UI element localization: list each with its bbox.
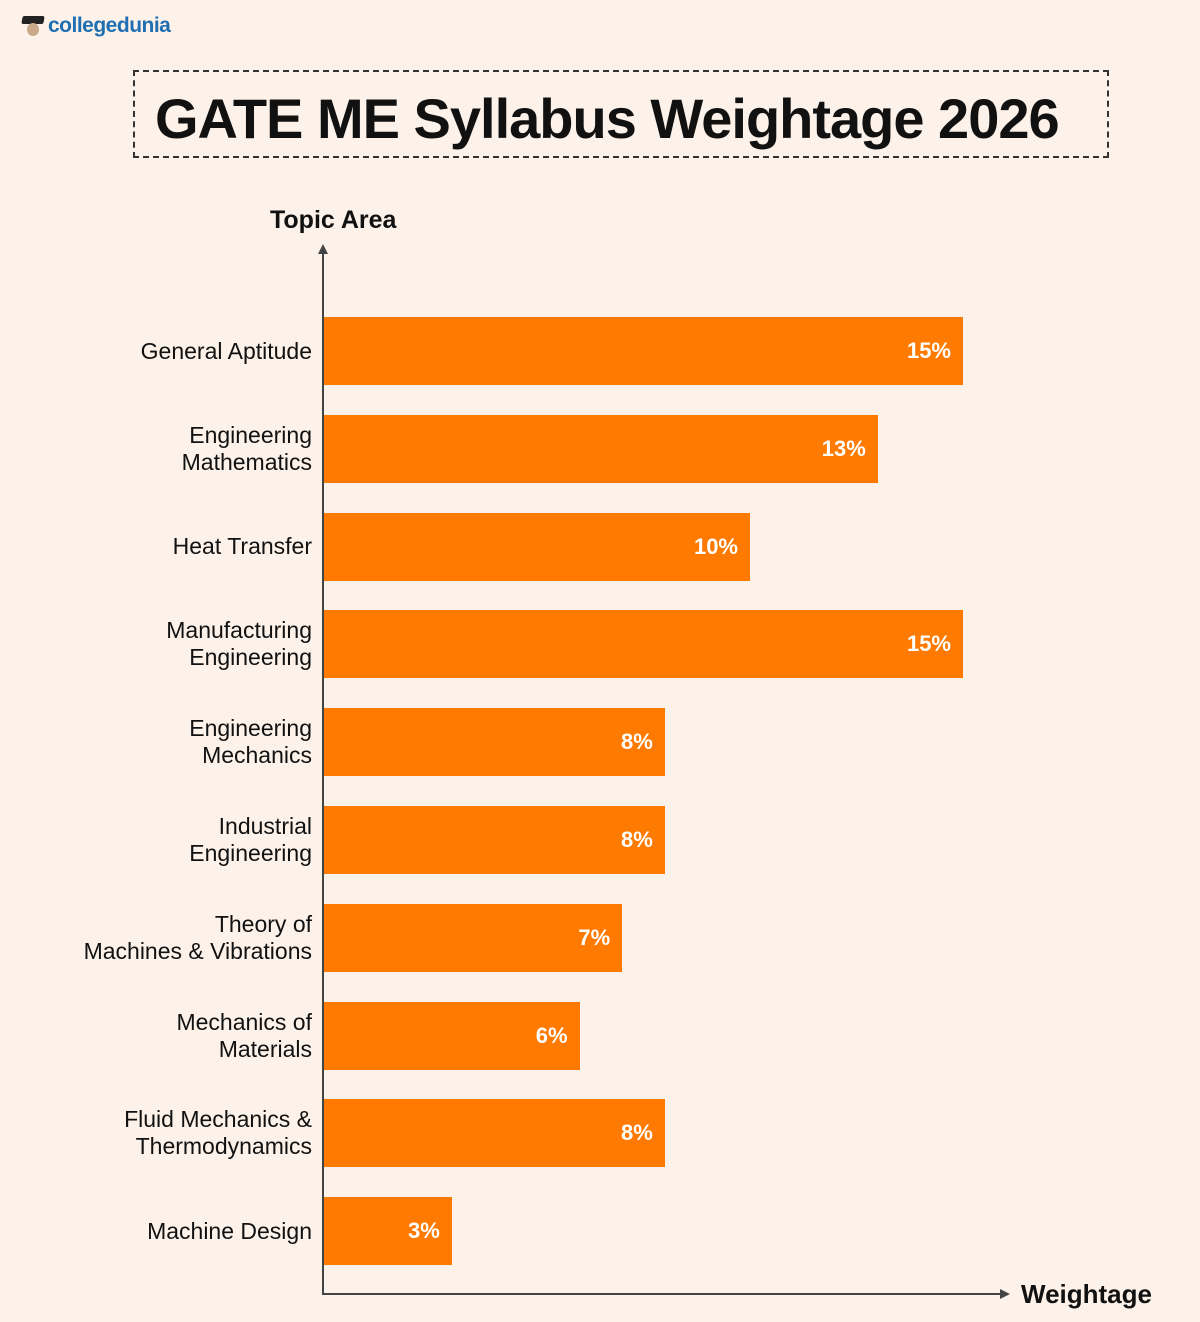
bar xyxy=(324,414,878,483)
logo-text: collegedunia xyxy=(48,14,171,37)
data-label: 8% xyxy=(621,729,653,755)
bar xyxy=(324,1001,580,1070)
category-label: Engineering Mathematics xyxy=(181,421,312,475)
data-label: 7% xyxy=(578,924,611,950)
category-label: Machine Design xyxy=(147,1217,312,1244)
x-axis-arrow-icon xyxy=(1000,1289,1010,1299)
bar xyxy=(324,903,623,972)
bar xyxy=(324,708,665,777)
category-label: Fluid Mechanics & Thermodynamics xyxy=(124,1106,312,1160)
chart-title: GATE ME Syllabus Weightage 2026 xyxy=(155,87,1060,150)
graduate-mascot-icon xyxy=(21,14,45,38)
data-label: 3% xyxy=(408,1218,440,1244)
x-axis-line xyxy=(322,1293,1002,1295)
data-label: 8% xyxy=(621,1120,653,1146)
data-label: 8% xyxy=(621,827,653,852)
y-axis-arrow-icon xyxy=(318,244,328,254)
bar xyxy=(324,806,665,874)
category-label: Manufacturing Engineering xyxy=(166,617,312,671)
category-label: Industrial Engineering xyxy=(189,813,312,866)
data-label: 15% xyxy=(906,338,951,363)
collegedunia-logo: collegedunia xyxy=(21,14,171,38)
data-label: 6% xyxy=(535,1022,568,1048)
category-label: Mechanics of Materials xyxy=(176,1008,312,1062)
bar xyxy=(324,1099,665,1168)
data-label: 13% xyxy=(821,435,866,461)
category-label: Heat Transfer xyxy=(172,533,312,560)
data-label: 10% xyxy=(693,533,738,559)
category-label: General Aptitude xyxy=(140,337,312,364)
data-label: 15% xyxy=(906,631,951,657)
bar xyxy=(324,317,963,385)
y-axis-label: Topic Area xyxy=(270,206,397,234)
bar xyxy=(324,610,963,679)
title-frame xyxy=(133,70,1109,158)
bar xyxy=(324,1197,452,1266)
category-label: Theory of Machines & Vibrations xyxy=(83,910,312,964)
y-axis-line xyxy=(322,252,324,1295)
bar xyxy=(324,512,750,581)
category-label: Engineering Mechanics xyxy=(189,715,312,769)
x-axis-label: Weightage xyxy=(1021,1279,1152,1309)
